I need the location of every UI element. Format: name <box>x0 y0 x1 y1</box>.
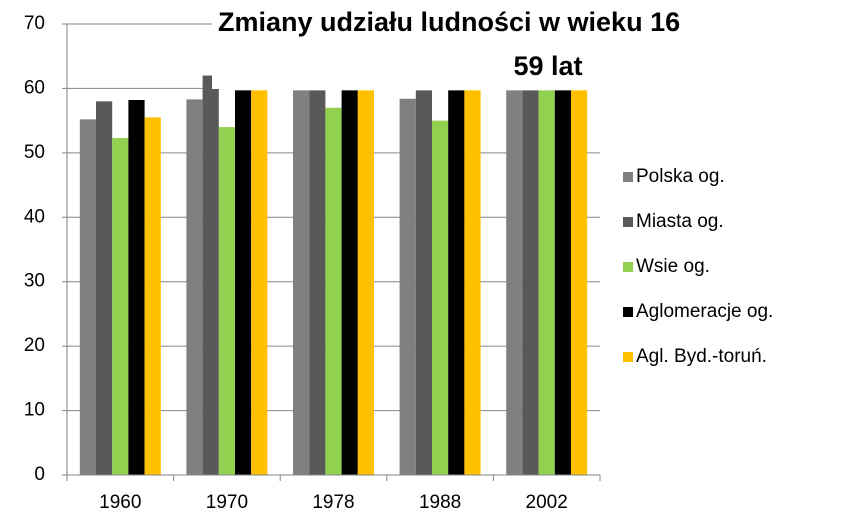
bar <box>415 90 432 476</box>
y-tick-label: 10 <box>24 400 45 421</box>
legend-label: Miasta og. <box>636 211 724 232</box>
bar <box>341 90 358 476</box>
x-tick-label: 1978 <box>312 492 354 513</box>
bar <box>186 99 203 475</box>
legend-label: Agl. Byd.-toruń. <box>636 346 767 367</box>
bar <box>448 90 465 476</box>
legend-swatch <box>623 262 633 272</box>
bar <box>464 90 481 476</box>
legend-label: Wsie og. <box>636 256 710 277</box>
y-tick-label: 0 <box>34 464 45 485</box>
chart-title: 59 lat <box>513 51 582 81</box>
bar <box>432 120 449 476</box>
legend-label: Aglomeracje og. <box>636 301 773 322</box>
bar <box>309 90 326 476</box>
bar <box>554 90 571 476</box>
bar <box>112 138 129 475</box>
bar <box>538 90 555 476</box>
bar <box>293 90 310 476</box>
bar <box>251 90 268 476</box>
bar <box>96 101 113 476</box>
x-tick-label: 1970 <box>206 492 248 513</box>
bar <box>235 90 252 476</box>
bar <box>218 127 235 475</box>
y-tick-label: 70 <box>24 13 45 34</box>
bar <box>571 90 588 476</box>
chart-title: Zmiany udziału ludności w wieku 16 <box>218 7 680 37</box>
y-tick-label: 20 <box>24 335 45 356</box>
bar <box>506 90 523 476</box>
bar <box>357 90 374 476</box>
bar <box>79 119 96 476</box>
y-tick-label: 40 <box>24 206 45 227</box>
x-tick-label: 1988 <box>419 492 461 513</box>
bar <box>202 75 219 476</box>
x-tick-label: 2002 <box>526 492 568 513</box>
bar <box>522 90 539 476</box>
bar <box>128 100 145 476</box>
y-tick-label: 60 <box>24 77 45 98</box>
legend-swatch <box>623 352 633 362</box>
y-tick-label: 50 <box>24 142 45 163</box>
legend-label: Polska og. <box>636 166 725 187</box>
legend-swatch <box>623 307 633 317</box>
x-tick-label: 1960 <box>99 492 141 513</box>
title-background <box>212 0 857 89</box>
bar <box>325 107 342 475</box>
bar <box>399 98 416 475</box>
y-tick-label: 30 <box>24 271 45 292</box>
legend-swatch <box>623 217 633 227</box>
bar <box>144 117 161 476</box>
legend-swatch <box>623 172 633 182</box>
